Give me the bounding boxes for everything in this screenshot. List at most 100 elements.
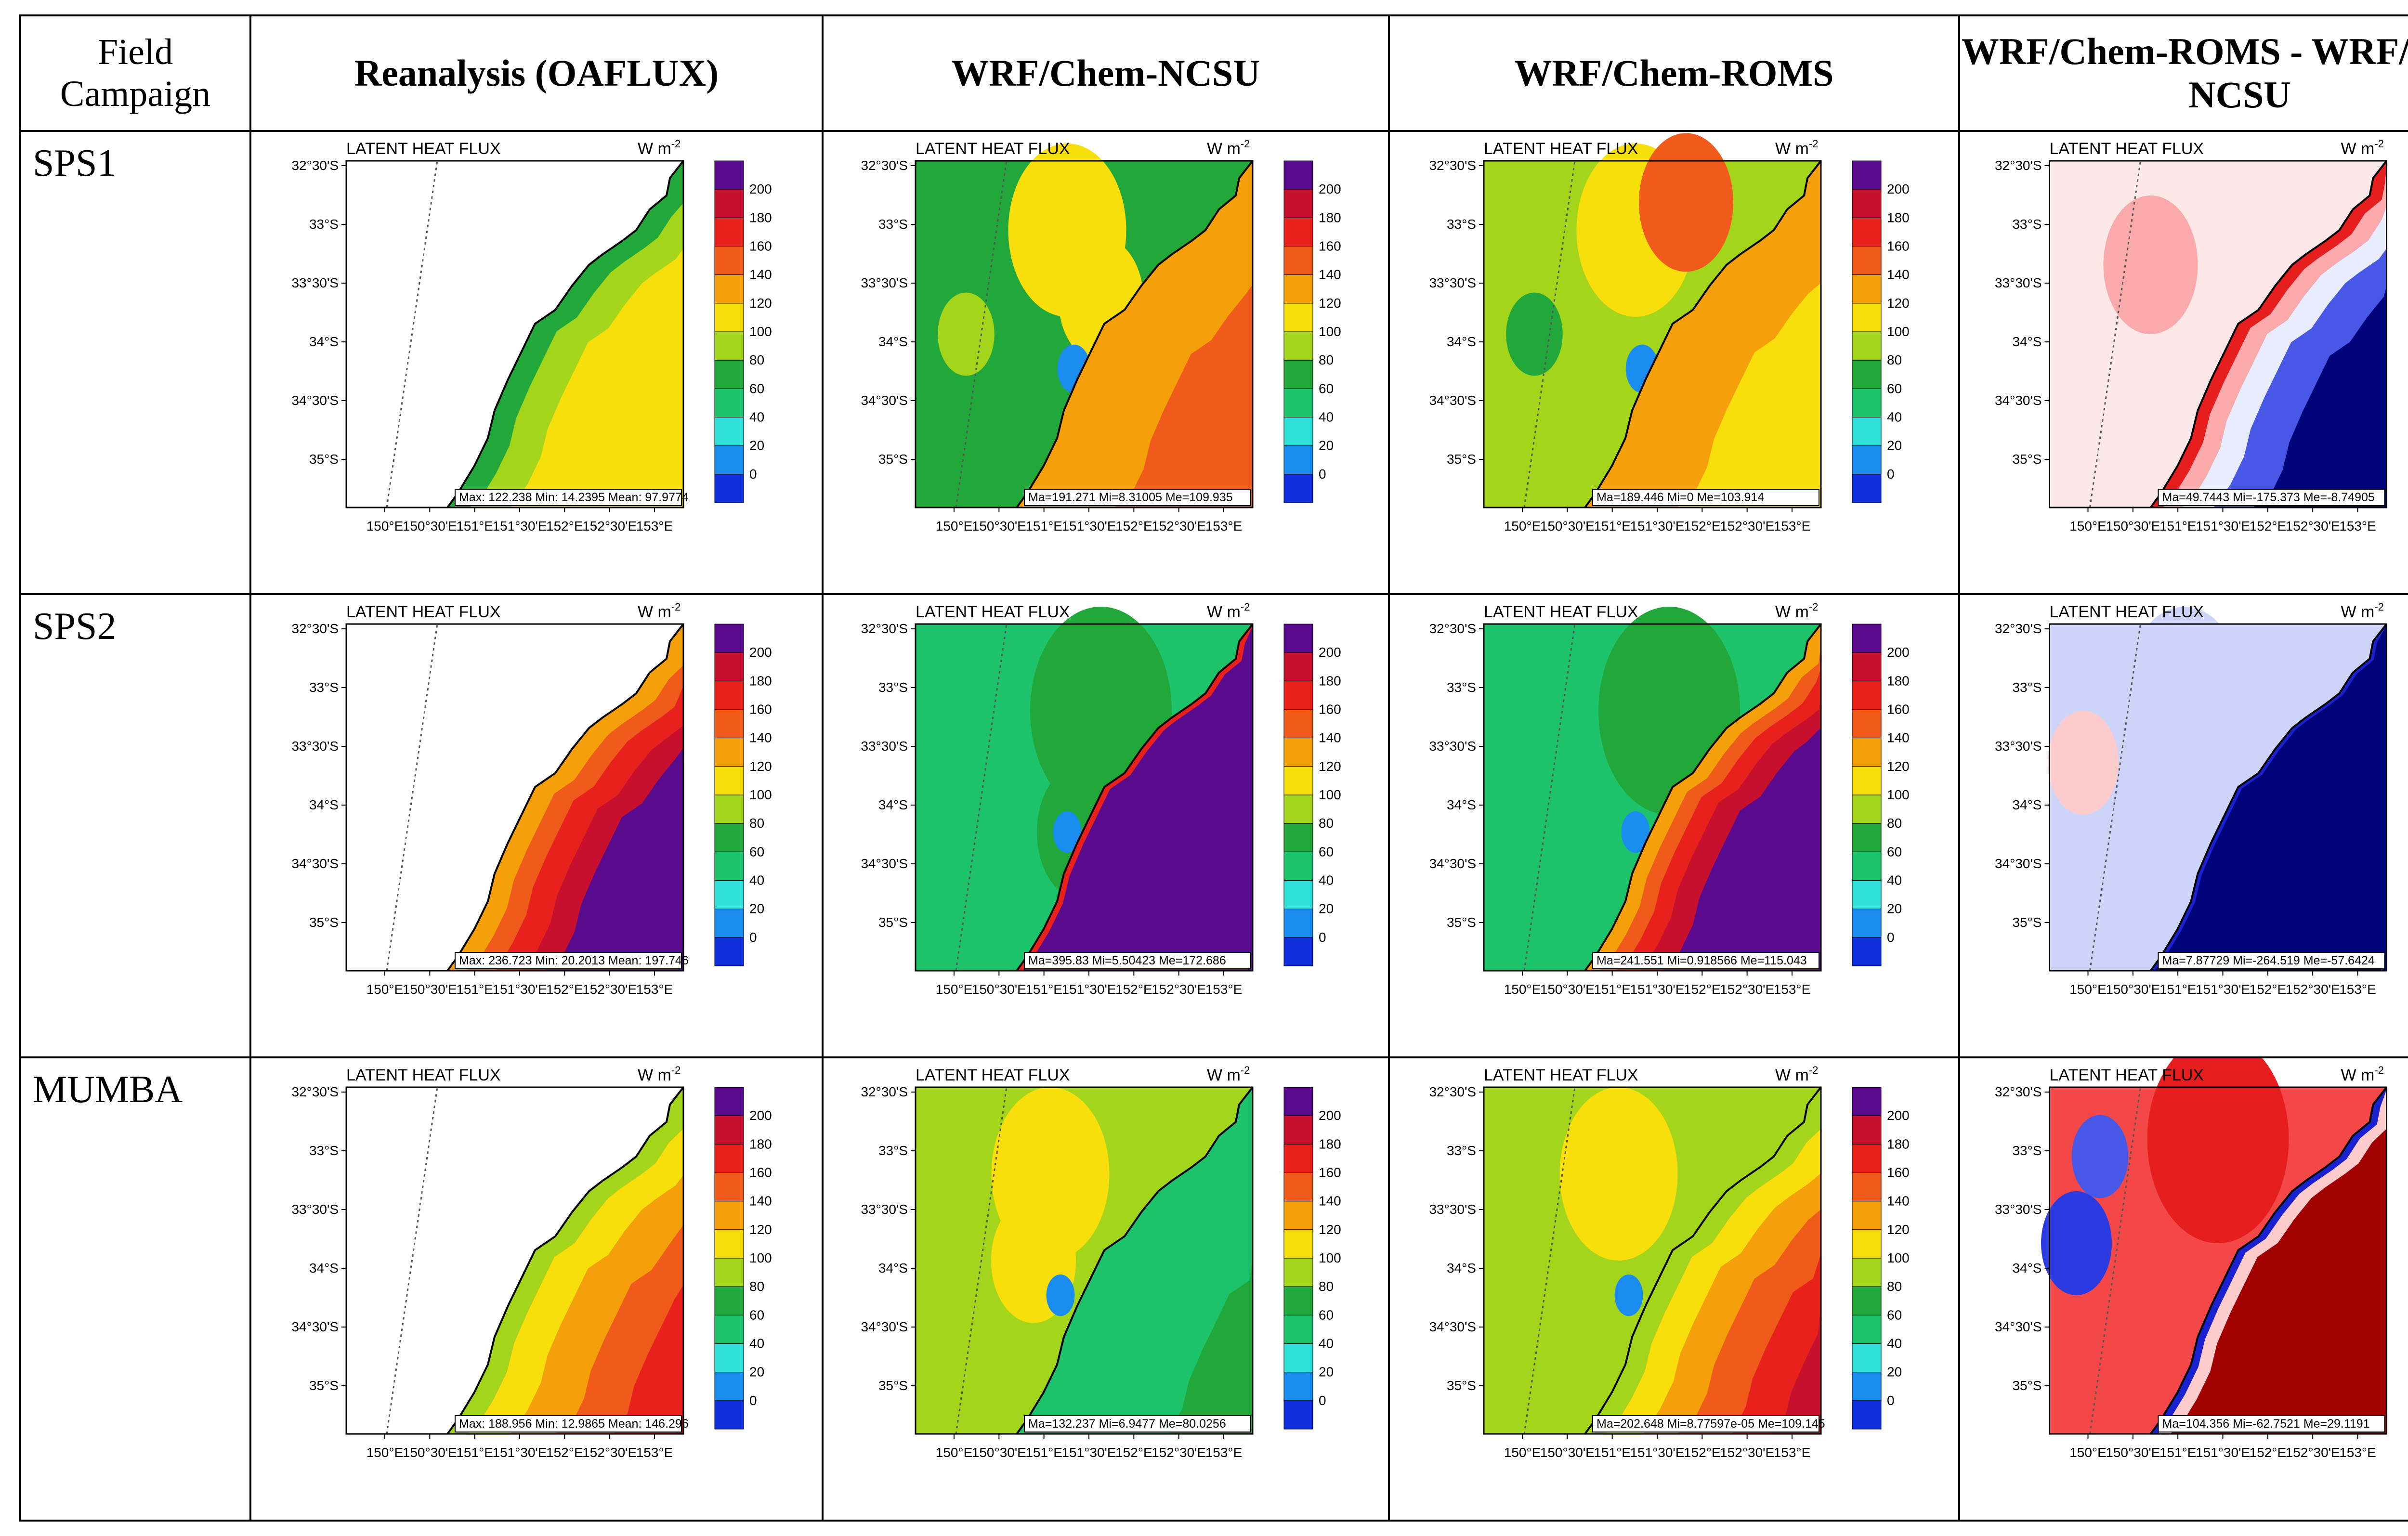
panel-units: W m-2 bbox=[1775, 138, 1818, 158]
colorbar-swatch bbox=[714, 274, 744, 304]
lat-tick-label: 34°30'S bbox=[1429, 393, 1476, 408]
field-blob bbox=[2125, 607, 2243, 780]
colorbar-swatch bbox=[1852, 388, 1882, 417]
colorbar-label: 140 bbox=[1887, 267, 1910, 282]
colorbar-swatch bbox=[1283, 1400, 1313, 1430]
colorbar-swatch bbox=[1283, 388, 1313, 417]
panel-units-sup: -2 bbox=[1241, 601, 1250, 613]
lon-tick-label: 150°E bbox=[2069, 1445, 2107, 1460]
lon-tick-label: 150°E bbox=[366, 519, 404, 534]
latent-heat-flux-map: LATENT HEAT FLUX W m-2 32°30'S 33°S 33°30'S 3… bbox=[291, 138, 772, 534]
colorbar-label: 160 bbox=[749, 239, 772, 254]
colorbar-swatch bbox=[1852, 1400, 1882, 1430]
map-panel: LATENT HEAT FLUX W m-2 32°30'S 33°S 33°30'S 3… bbox=[1958, 1056, 2408, 1522]
colorbar-label: 120 bbox=[749, 1222, 772, 1237]
lat-tick-label: 35°S bbox=[1447, 915, 1476, 930]
coastal-band bbox=[544, 1121, 683, 1434]
lat-tick-label: 33°30'S bbox=[1995, 739, 2042, 754]
land-mask bbox=[346, 1087, 683, 1434]
lon-tick-label: 150°E bbox=[936, 519, 973, 534]
lon-tick-label: 151°30'E bbox=[2196, 519, 2250, 534]
lon-tick-label: 152°E bbox=[546, 519, 583, 534]
colorbar-label: 120 bbox=[1319, 1222, 1341, 1237]
colorbar-swatch bbox=[1283, 709, 1313, 739]
coastal-band bbox=[1631, 640, 1821, 971]
lat-tick-label: 34°30'S bbox=[861, 393, 908, 408]
colorbar-swatch bbox=[714, 909, 744, 938]
coastline bbox=[1016, 160, 1254, 508]
colorbar-swatch bbox=[714, 1372, 744, 1401]
colorbar-label: 60 bbox=[749, 381, 764, 396]
colorbar-swatch bbox=[1283, 274, 1313, 304]
dotted-line bbox=[1523, 1087, 1576, 1434]
stats-box bbox=[1592, 1415, 1819, 1432]
colorbar-swatch bbox=[1283, 766, 1313, 795]
colorbar-swatch bbox=[714, 1144, 744, 1173]
colorbar-swatch bbox=[1283, 823, 1313, 852]
ocean-area bbox=[2150, 624, 2387, 971]
lon-tick-label: 152°E bbox=[546, 1445, 583, 1460]
lat-tick-label: 34°30'S bbox=[291, 393, 339, 408]
lon-tick-label: 153°E bbox=[1774, 982, 1811, 997]
lon-tick-label: 152°30'E bbox=[1152, 1445, 1206, 1460]
coastal-band bbox=[469, 168, 683, 508]
stats-box bbox=[1024, 952, 1251, 969]
lon-tick-label: 150°E bbox=[2069, 519, 2107, 534]
lon-tick-label: 152°E bbox=[2250, 519, 2287, 534]
lat-tick-label: 35°S bbox=[309, 915, 339, 930]
lat-tick-label: 32°30'S bbox=[1995, 621, 2042, 636]
panel-units-sup: -2 bbox=[2374, 138, 2384, 150]
panel-units-sup: -2 bbox=[1241, 138, 1250, 150]
dotted-line bbox=[2089, 160, 2141, 508]
coastal-band bbox=[1705, 1129, 1821, 1434]
colorbar-label: 100 bbox=[749, 787, 772, 802]
lat-tick-label: 33°30'S bbox=[1995, 1202, 2042, 1217]
colorbar-label: 100 bbox=[1887, 324, 1910, 339]
stats-box bbox=[1592, 489, 1819, 506]
colorbar-swatch bbox=[1852, 1172, 1882, 1202]
colorbar-label: 40 bbox=[749, 1336, 764, 1351]
dotted-line bbox=[386, 160, 438, 508]
latent-heat-flux-map: LATENT HEAT FLUX W m-2 32°30'S 33°S 33°30'S 3… bbox=[291, 1064, 772, 1460]
colorbar-swatch bbox=[1283, 1258, 1313, 1287]
colorbar-label: 160 bbox=[1887, 702, 1910, 717]
field-blob bbox=[1053, 811, 1082, 853]
colorbar-swatch bbox=[714, 680, 744, 710]
stats-text: Max: 236.723 Min: 20.2013 Mean: 197.746 bbox=[459, 954, 689, 967]
colorbar-label: 120 bbox=[1887, 1222, 1910, 1237]
colorbar-label: 160 bbox=[1319, 239, 1341, 254]
plot-frame bbox=[2049, 1086, 2387, 1435]
colorbar-swatch bbox=[1283, 189, 1313, 218]
coastline bbox=[2149, 623, 2388, 972]
coastal-band bbox=[1017, 161, 1253, 508]
colorbar-label: 200 bbox=[1887, 182, 1910, 196]
colorbar-swatch bbox=[1283, 417, 1313, 446]
lon-tick-label: 150°30'E bbox=[403, 982, 457, 997]
lat-tick-label: 35°S bbox=[1447, 452, 1476, 467]
colorbar-swatch bbox=[714, 1400, 744, 1430]
lon-tick-label: 152°E bbox=[1115, 519, 1152, 534]
colorbar-label: 120 bbox=[749, 759, 772, 774]
map-panel: LATENT HEAT FLUX W m-2 32°30'S 33°S 33°30'S 3… bbox=[1958, 130, 2408, 595]
lat-tick-label: 35°S bbox=[309, 1378, 339, 1393]
colorbar-swatch bbox=[1852, 794, 1882, 824]
lat-tick-label: 35°S bbox=[878, 452, 908, 467]
dotted-line bbox=[955, 160, 1008, 508]
colorbar-swatch bbox=[714, 794, 744, 824]
lon-tick-label: 153°E bbox=[1205, 1445, 1243, 1460]
stats-text: Ma=132.237 Mi=6.9477 Me=80.0256 bbox=[1028, 1417, 1226, 1431]
colorbar-label: 100 bbox=[1319, 1250, 1341, 1265]
stats-box bbox=[455, 1415, 682, 1432]
panel-title: LATENT HEAT FLUX bbox=[2050, 603, 2204, 621]
colorbar-swatch bbox=[714, 331, 744, 361]
plot-frame bbox=[915, 160, 1254, 508]
row-label: SPS2 bbox=[19, 593, 251, 1058]
colorbar-swatch bbox=[1852, 303, 1882, 332]
colorbar-label: 40 bbox=[1887, 873, 1902, 888]
colorbar-swatch bbox=[1852, 1258, 1882, 1287]
lon-tick-label: 151°30'E bbox=[1630, 982, 1684, 997]
latent-heat-flux-map: LATENT HEAT FLUX W m-2 32°30'S 33°S 33°30'S 3… bbox=[861, 138, 1341, 534]
lat-tick-label: 33°S bbox=[309, 1143, 339, 1158]
colorbar-swatch bbox=[1283, 445, 1313, 475]
lat-tick-label: 33°30'S bbox=[861, 275, 908, 290]
